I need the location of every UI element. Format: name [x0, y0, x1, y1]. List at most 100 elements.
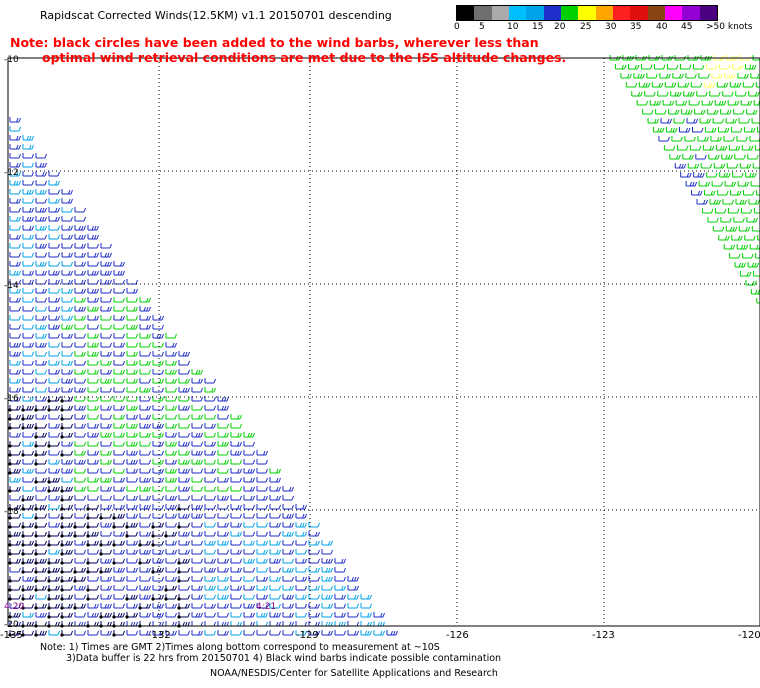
wind-barb — [100, 324, 112, 330]
wind-barb — [178, 414, 190, 420]
wind-barb — [230, 486, 242, 492]
latitude-label: -18 — [4, 507, 19, 517]
wind-barb — [61, 306, 73, 312]
wind-barb — [9, 549, 21, 555]
wind-barb — [22, 540, 34, 546]
contamination-dot — [8, 579, 12, 583]
wind-barb — [74, 468, 86, 474]
wind-barb — [178, 459, 190, 465]
wind-barb — [61, 342, 73, 348]
wind-barb — [676, 145, 689, 151]
wind-barb — [48, 288, 60, 294]
wind-barb — [705, 64, 718, 70]
wind-barb — [61, 207, 73, 213]
wind-barb — [113, 486, 125, 492]
wind-barb — [710, 136, 722, 142]
wind-barb — [74, 459, 86, 465]
wind-barb — [191, 468, 203, 474]
wind-barb — [217, 486, 229, 492]
longitude-label: -120 — [738, 630, 760, 641]
wind-barb — [35, 306, 47, 312]
wind-barb — [282, 540, 294, 546]
wind-barb — [662, 100, 675, 106]
wind-barb — [61, 198, 73, 204]
wind-barb — [61, 423, 73, 429]
wind-barb — [152, 477, 164, 483]
wind-barb — [165, 513, 177, 519]
wind-barb — [126, 558, 138, 564]
wind-barb — [755, 82, 760, 88]
wind-barb — [139, 594, 151, 600]
wind-barb — [706, 172, 718, 178]
contamination-dot — [86, 543, 90, 547]
wind-barb — [230, 441, 242, 447]
wind-barb — [126, 585, 138, 591]
wind-barb — [701, 100, 714, 106]
wind-barb — [126, 306, 138, 312]
wind-barb — [191, 504, 203, 510]
wind-barb — [726, 163, 739, 169]
wind-barb — [644, 91, 656, 97]
contamination-dot — [86, 525, 90, 529]
wind-barb — [165, 495, 177, 501]
wind-barb — [204, 423, 216, 429]
wind-barb — [269, 603, 281, 609]
wind-barb — [714, 208, 727, 214]
wind-barb — [74, 603, 86, 609]
wind-barb — [113, 423, 125, 429]
wind-barb — [334, 630, 346, 636]
wind-barb — [100, 423, 112, 429]
wind-barb — [282, 558, 294, 564]
wind-barb — [655, 109, 667, 115]
wind-barb — [308, 549, 320, 555]
wind-barb — [87, 432, 99, 438]
wind-barb — [113, 567, 125, 573]
wind-barb — [74, 333, 86, 339]
wind-barb — [308, 522, 320, 528]
wind-barb — [126, 603, 138, 609]
wind-barb — [113, 612, 125, 618]
wind-barb — [230, 594, 242, 600]
wind-barb — [705, 127, 717, 133]
wind-barb — [22, 477, 34, 483]
wind-barb — [74, 450, 86, 456]
wind-barb — [35, 261, 47, 267]
wind-barb — [61, 369, 73, 375]
wind-barb — [61, 333, 73, 339]
wind-barb — [48, 387, 60, 393]
wind-barb — [217, 522, 229, 528]
contamination-dot — [60, 615, 64, 619]
wind-barb — [48, 513, 60, 519]
contamination-dot — [47, 588, 51, 592]
wind-barb — [126, 630, 138, 636]
wind-barb — [74, 441, 86, 447]
wind-barb — [22, 450, 34, 456]
wind-barb — [178, 567, 190, 573]
wind-barb — [61, 486, 73, 492]
wind-barb — [87, 468, 99, 474]
wind-barb — [35, 549, 47, 555]
wind-barb — [633, 73, 645, 79]
wind-barb — [152, 495, 164, 501]
contamination-dot — [86, 516, 90, 520]
wind-barb — [48, 432, 60, 438]
wind-barb — [48, 351, 60, 357]
wind-barb — [204, 396, 216, 402]
wind-barb — [100, 504, 112, 510]
wind-barb — [9, 288, 21, 294]
wind-barb — [729, 82, 742, 88]
wind-barb — [720, 217, 732, 223]
wind-barb — [695, 154, 707, 160]
wind-barb — [100, 558, 112, 564]
contamination-dot — [21, 498, 25, 502]
wind-barb — [74, 315, 86, 321]
wind-barb — [113, 306, 125, 312]
wind-barb — [87, 351, 99, 357]
wind-barb — [48, 468, 60, 474]
wind-barb — [230, 414, 242, 420]
contamination-dot — [21, 633, 25, 637]
wind-barb — [675, 100, 688, 106]
wind-barb — [165, 576, 177, 582]
contamination-dot — [34, 444, 38, 448]
wind-barb — [178, 558, 190, 564]
